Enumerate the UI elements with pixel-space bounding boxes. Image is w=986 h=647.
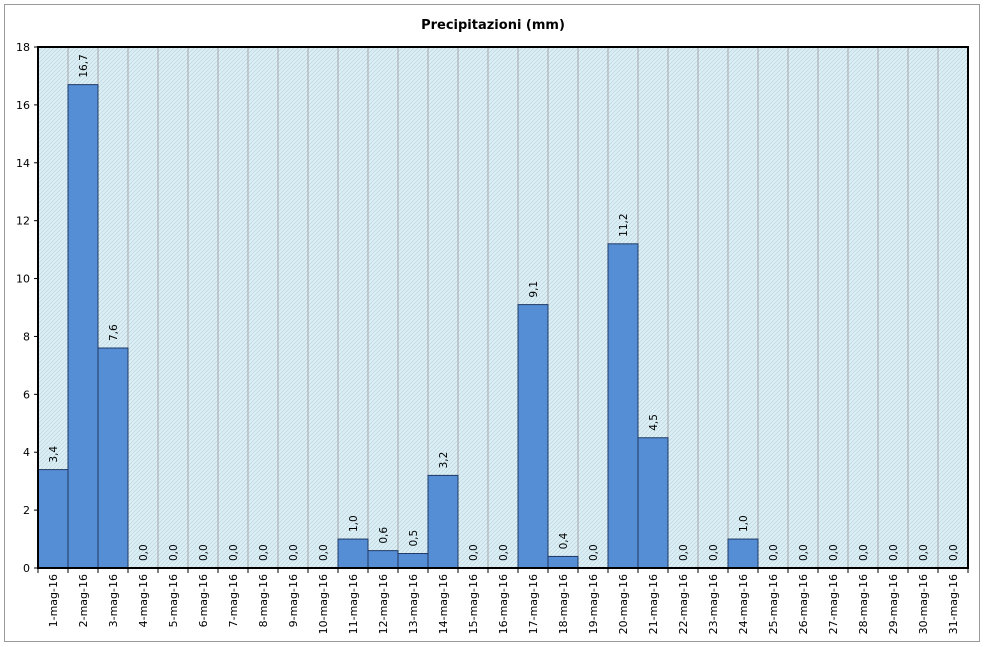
x-tick-label: 30-mag-16	[917, 574, 930, 634]
chart-frame: Precipitazioni (mm) 0 2 4 6 8 10 12 14 16 18 1-mag…	[4, 4, 980, 642]
data-label: 0,0	[258, 544, 270, 561]
x-tick-label: 25-mag-16	[767, 574, 780, 634]
data-label: 9,1	[528, 281, 540, 298]
x-tick-label: 4-mag-16	[137, 574, 150, 627]
data-label: 0,0	[948, 544, 960, 561]
bar	[547, 555, 579, 569]
bar	[727, 538, 759, 569]
data-label: 0,0	[588, 544, 600, 561]
bar	[517, 304, 549, 569]
bar	[37, 469, 69, 569]
x-tick-label: 3-mag-16	[107, 574, 120, 627]
x-tick-label: 12-mag-16	[377, 574, 390, 634]
y-tick-label: 6	[23, 388, 30, 401]
x-tick-label: 21-mag-16	[647, 574, 660, 634]
x-tick-label: 19-mag-16	[587, 574, 600, 634]
data-label: 0,0	[708, 544, 720, 561]
plot-area-background	[38, 47, 968, 568]
x-tick-label: 9-mag-16	[287, 574, 300, 627]
x-tick-label: 14-mag-16	[437, 574, 450, 634]
bar	[637, 437, 669, 569]
x-tick-label: 11-mag-16	[347, 574, 360, 634]
x-tick-label: 13-mag-16	[407, 574, 420, 634]
x-tick-label: 6-mag-16	[197, 574, 210, 627]
bar	[397, 553, 429, 569]
data-label: 0,0	[828, 544, 840, 561]
x-tick-label: 18-mag-16	[557, 574, 570, 634]
y-tick-label: 0	[23, 562, 30, 575]
data-label: 0,0	[318, 544, 330, 561]
x-tick-label: 5-mag-16	[167, 574, 180, 627]
y-tick-label: 8	[23, 330, 30, 343]
x-tick-label: 22-mag-16	[677, 574, 690, 634]
x-tick-label: 23-mag-16	[707, 574, 720, 634]
plot-area-border	[37, 46, 969, 569]
bar	[97, 347, 129, 569]
data-label: 0,0	[678, 544, 690, 561]
bar	[607, 243, 639, 569]
data-label: 3,4	[48, 446, 60, 463]
data-label: 0,0	[198, 544, 210, 561]
data-label: 4,5	[648, 414, 660, 431]
x-tick-label: 31-mag-16	[947, 574, 960, 634]
chart-title: Precipitazioni (mm)	[421, 18, 565, 33]
x-tick-label: 2-mag-16	[77, 574, 90, 627]
data-label: 7,6	[108, 324, 120, 341]
x-tick-label: 17-mag-16	[527, 574, 540, 634]
data-label: 0,0	[858, 544, 870, 561]
x-tick-label: 1-mag-16	[47, 574, 60, 627]
data-label: 3,2	[438, 452, 450, 469]
data-label: 0,0	[228, 544, 240, 561]
data-label: 1,0	[738, 515, 750, 532]
bar	[67, 84, 99, 569]
data-label: 0,0	[768, 544, 780, 561]
bar	[427, 474, 459, 569]
data-label: 0,0	[138, 544, 150, 561]
data-label: 16,7	[78, 54, 90, 77]
x-tick-label: 7-mag-16	[227, 574, 240, 627]
y-tick-label: 10	[16, 273, 30, 286]
x-tick-label: 10-mag-16	[317, 574, 330, 634]
bar	[367, 550, 399, 569]
data-label: 11,2	[618, 213, 630, 236]
precipitation-bar-chart: Precipitazioni (mm) 0 2 4 6 8 10 12 14 16 18 1-mag…	[16, 18, 969, 634]
data-label: 0,0	[468, 544, 480, 561]
y-tick-label: 18	[16, 41, 30, 54]
y-tick-label: 2	[23, 504, 30, 517]
x-tick-label: 29-mag-16	[887, 574, 900, 634]
data-label: 0,0	[498, 544, 510, 561]
data-label: 0,0	[918, 544, 930, 561]
y-tick-label: 4	[23, 446, 30, 459]
x-tick-label: 15-mag-16	[467, 574, 480, 634]
x-tick-label: 26-mag-16	[797, 574, 810, 634]
y-tick-label: 14	[16, 157, 30, 170]
y-tick-label: 12	[16, 215, 30, 228]
bar	[337, 538, 369, 569]
x-tick-label: 27-mag-16	[827, 574, 840, 634]
x-tick-label: 16-mag-16	[497, 574, 510, 634]
data-label: 0,4	[558, 532, 570, 549]
x-tick-label: 24-mag-16	[737, 574, 750, 634]
x-tick-label: 28-mag-16	[857, 574, 870, 634]
x-tick-label: 8-mag-16	[257, 574, 270, 627]
y-tick-label: 16	[16, 99, 30, 112]
data-label: 0,0	[888, 544, 900, 561]
data-label: 0,6	[378, 527, 390, 544]
data-label: 0,5	[408, 530, 420, 547]
x-tick-label: 20-mag-16	[617, 574, 630, 634]
data-label: 0,0	[168, 544, 180, 561]
data-label: 0,0	[798, 544, 810, 561]
data-label: 0,0	[288, 544, 300, 561]
data-label: 1,0	[348, 515, 360, 532]
